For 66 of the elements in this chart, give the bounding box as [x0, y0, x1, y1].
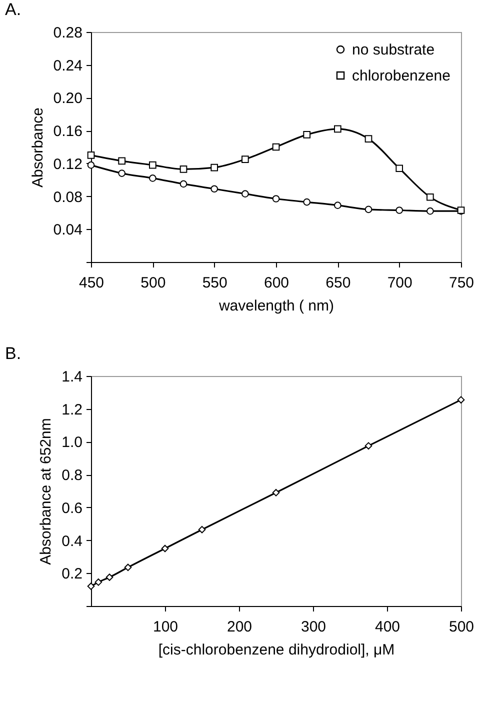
x-tick-label: 750: [448, 274, 474, 292]
point: [161, 544, 169, 552]
point: [106, 574, 114, 581]
point: [124, 564, 132, 572]
point: [210, 185, 218, 193]
legend-label: chlorobenzene: [352, 68, 450, 84]
point: [334, 202, 342, 209]
point: [180, 166, 188, 173]
x-tick-label: 700: [387, 274, 412, 292]
legend-label: no substrate: [352, 42, 435, 58]
y-tick-label: 0.8: [62, 467, 82, 484]
x-tick-label: 600: [264, 274, 290, 292]
chart-title: B.: [5, 344, 22, 363]
x-tick-label: 450: [78, 274, 104, 292]
y-tick-label: 0.4: [62, 532, 82, 550]
x-tick-label: 550: [202, 274, 228, 292]
x-tick-label: 650: [326, 274, 351, 292]
y-tick-label: 0.16: [53, 123, 82, 140]
point: [87, 152, 95, 159]
y-tick-label: 1.4: [62, 368, 82, 386]
x-tick-label: 200: [226, 618, 252, 636]
y-tick-label: 0.24: [53, 57, 82, 74]
point: [272, 195, 280, 202]
point: [396, 164, 403, 172]
point: [396, 206, 403, 214]
point: [149, 174, 156, 182]
y-tick-label: 0.20: [53, 90, 82, 108]
point: [242, 156, 249, 163]
point: [272, 143, 280, 151]
x-axis-title: [cis-chlorobenzene dihydrodiol], μM: [158, 642, 395, 658]
point: [94, 578, 102, 586]
x-tick-label: 400: [374, 618, 400, 636]
point: [242, 190, 249, 198]
y-tick-label: 0.08: [53, 188, 82, 206]
x-tick-label: 100: [152, 618, 178, 636]
y-axis-title: Absorbance: [29, 107, 46, 188]
y-tick-label: 1.0: [62, 434, 82, 452]
y-axis-title: Absorbance at 652nm: [38, 418, 55, 565]
y-tick-label: 0.04: [53, 222, 82, 239]
point: [364, 135, 372, 142]
x-tick-label: 500: [140, 274, 166, 292]
point: [303, 131, 310, 138]
point: [87, 582, 95, 590]
point: [198, 526, 206, 534]
point: [272, 488, 280, 496]
y-tick-label: 0.28: [53, 24, 82, 42]
x-tick-label: 500: [448, 618, 474, 636]
chart-title: A.: [5, 0, 22, 19]
point: [457, 396, 465, 404]
point: [210, 164, 218, 172]
y-tick-label: 0.2: [62, 566, 82, 583]
x-axis-title: wavelength ( nm): [218, 298, 334, 314]
point: [426, 193, 434, 201]
point: [149, 161, 156, 169]
point: [180, 180, 188, 188]
point: [364, 206, 372, 214]
y-tick-label: 0.6: [62, 500, 82, 517]
point: [118, 157, 126, 165]
point: [426, 207, 434, 215]
y-tick-label: 1.2: [62, 401, 82, 418]
point: [303, 198, 310, 206]
point: [334, 125, 342, 133]
x-tick-label: 300: [300, 618, 326, 636]
point: [364, 442, 372, 450]
point: [118, 170, 126, 177]
y-tick-label: 0.12: [53, 156, 82, 173]
